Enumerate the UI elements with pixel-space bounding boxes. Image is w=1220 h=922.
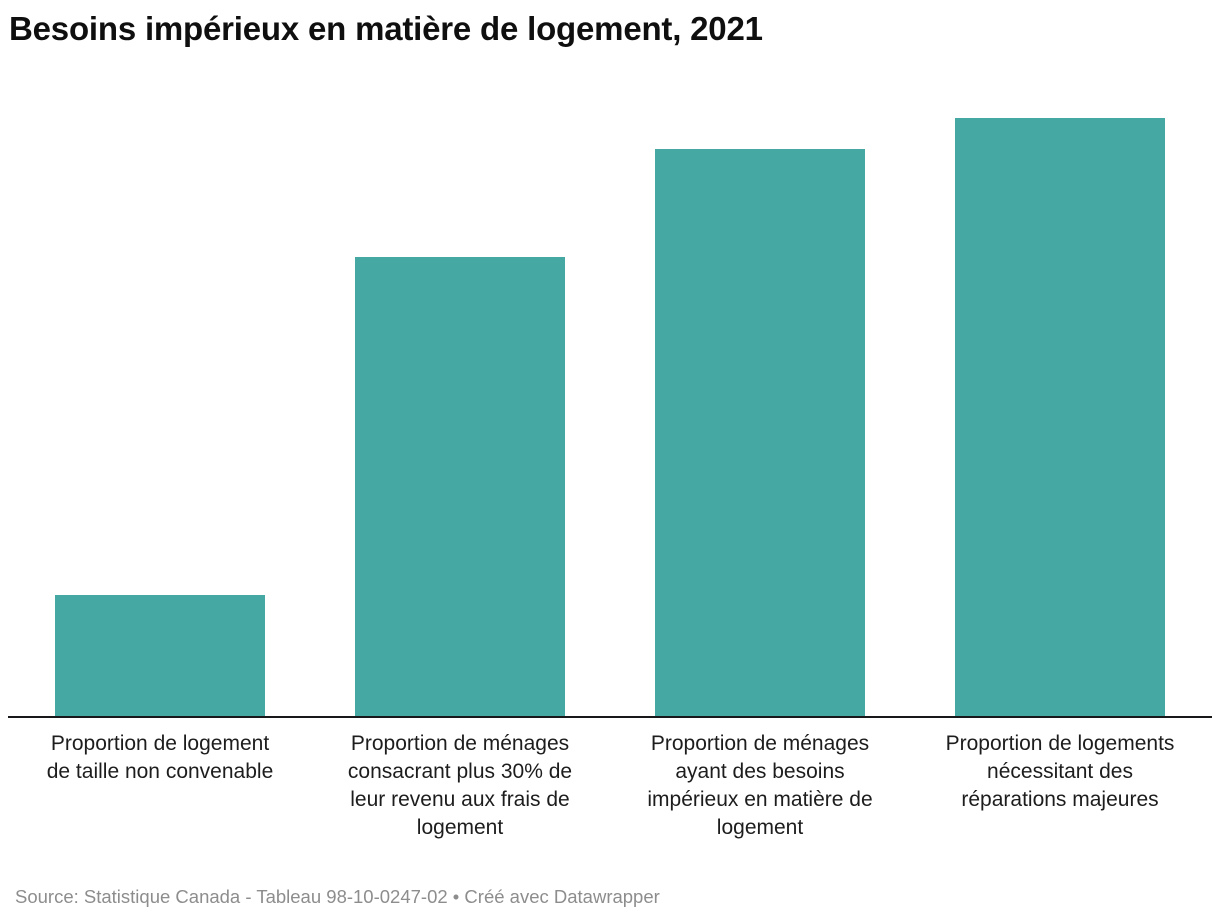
source-text: Source: Statistique Canada - Tableau 98-… bbox=[15, 886, 448, 907]
x-axis-label: Proportion de logement de taille non con… bbox=[46, 732, 274, 783]
chart-title: Besoins impérieux en matière de logement… bbox=[9, 10, 763, 47]
x-axis-line bbox=[8, 716, 1212, 718]
bar[interactable] bbox=[955, 118, 1165, 716]
plot-area bbox=[8, 118, 1212, 718]
x-axis-label: Proportion de ménages consacrant plus 30… bbox=[347, 732, 573, 839]
source-line: Source: Statistique Canada - Tableau 98-… bbox=[15, 886, 660, 908]
x-axis-labels: Proportion de logement de taille non con… bbox=[0, 730, 1220, 850]
bar[interactable] bbox=[55, 595, 265, 716]
x-axis-label: Proportion de logements nécessitant des … bbox=[945, 732, 1175, 811]
bar[interactable] bbox=[355, 257, 565, 716]
x-axis-label: Proportion de ménages ayant des besoins … bbox=[647, 732, 873, 839]
bar[interactable] bbox=[655, 149, 865, 716]
footer-separator: • bbox=[452, 886, 460, 907]
datawrapper-credit-link[interactable]: Créé avec Datawrapper bbox=[464, 886, 660, 907]
